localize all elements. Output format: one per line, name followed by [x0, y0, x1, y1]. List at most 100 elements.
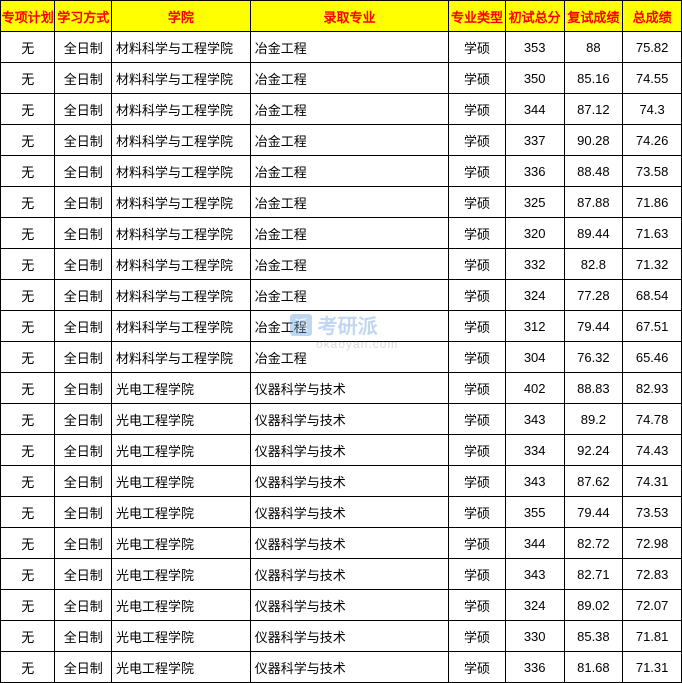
cell-school: 光电工程学院	[111, 528, 250, 559]
cell-score1: 336	[505, 652, 564, 683]
header-score2: 复试成绩	[564, 1, 623, 32]
cell-score1: 337	[505, 125, 564, 156]
cell-score1: 402	[505, 373, 564, 404]
header-type: 专业类型	[449, 1, 506, 32]
cell-total: 73.53	[623, 497, 682, 528]
table-row: 无全日制材料科学与工程学院冶金工程学硕33282.871.32	[1, 249, 682, 280]
cell-mode: 全日制	[55, 435, 112, 466]
cell-total: 73.58	[623, 156, 682, 187]
cell-total: 72.83	[623, 559, 682, 590]
cell-score2: 79.44	[564, 497, 623, 528]
cell-major: 仪器科学与技术	[250, 466, 449, 497]
cell-mode: 全日制	[55, 63, 112, 94]
cell-score1: 344	[505, 94, 564, 125]
table-row: 无全日制材料科学与工程学院冶金工程学硕33790.2874.26	[1, 125, 682, 156]
cell-total: 74.43	[623, 435, 682, 466]
cell-school: 材料科学与工程学院	[111, 187, 250, 218]
cell-score2: 79.44	[564, 311, 623, 342]
cell-mode: 全日制	[55, 125, 112, 156]
cell-total: 74.3	[623, 94, 682, 125]
cell-plan: 无	[1, 373, 55, 404]
cell-type: 学硕	[449, 621, 506, 652]
admission-table: 专项计划 学习方式 学院 录取专业 专业类型 初试总分 复试成绩 总成绩 无全日…	[0, 0, 682, 683]
cell-mode: 全日制	[55, 652, 112, 683]
cell-plan: 无	[1, 590, 55, 621]
cell-school: 光电工程学院	[111, 497, 250, 528]
table-row: 无全日制光电工程学院仪器科学与技术学硕35579.4473.53	[1, 497, 682, 528]
cell-total: 68.54	[623, 280, 682, 311]
cell-score2: 89.2	[564, 404, 623, 435]
cell-score2: 89.44	[564, 218, 623, 249]
cell-total: 71.63	[623, 218, 682, 249]
cell-type: 学硕	[449, 528, 506, 559]
header-school: 学院	[111, 1, 250, 32]
cell-score1: 350	[505, 63, 564, 94]
cell-school: 材料科学与工程学院	[111, 32, 250, 63]
table-body: 无全日制材料科学与工程学院冶金工程学硕3538875.82无全日制材料科学与工程…	[1, 32, 682, 683]
cell-score2: 76.32	[564, 342, 623, 373]
cell-score1: 334	[505, 435, 564, 466]
cell-school: 材料科学与工程学院	[111, 218, 250, 249]
cell-school: 光电工程学院	[111, 373, 250, 404]
cell-plan: 无	[1, 125, 55, 156]
cell-major: 仪器科学与技术	[250, 404, 449, 435]
cell-type: 学硕	[449, 590, 506, 621]
cell-total: 71.31	[623, 652, 682, 683]
cell-mode: 全日制	[55, 311, 112, 342]
table-row: 无全日制材料科学与工程学院冶金工程学硕34487.1274.3	[1, 94, 682, 125]
cell-plan: 无	[1, 621, 55, 652]
cell-mode: 全日制	[55, 621, 112, 652]
cell-score1: 343	[505, 404, 564, 435]
cell-type: 学硕	[449, 466, 506, 497]
cell-school: 材料科学与工程学院	[111, 280, 250, 311]
cell-major: 冶金工程	[250, 280, 449, 311]
cell-plan: 无	[1, 404, 55, 435]
cell-major: 冶金工程	[250, 342, 449, 373]
cell-major: 冶金工程	[250, 63, 449, 94]
cell-score2: 89.02	[564, 590, 623, 621]
cell-score1: 320	[505, 218, 564, 249]
cell-type: 学硕	[449, 32, 506, 63]
cell-school: 光电工程学院	[111, 590, 250, 621]
cell-score1: 324	[505, 280, 564, 311]
table-row: 无全日制光电工程学院仪器科学与技术学硕33085.3871.81	[1, 621, 682, 652]
cell-mode: 全日制	[55, 156, 112, 187]
cell-total: 72.98	[623, 528, 682, 559]
cell-school: 材料科学与工程学院	[111, 63, 250, 94]
cell-type: 学硕	[449, 125, 506, 156]
cell-school: 光电工程学院	[111, 435, 250, 466]
cell-type: 学硕	[449, 373, 506, 404]
cell-total: 71.81	[623, 621, 682, 652]
cell-plan: 无	[1, 187, 55, 218]
cell-score1: 353	[505, 32, 564, 63]
cell-total: 82.93	[623, 373, 682, 404]
cell-mode: 全日制	[55, 249, 112, 280]
cell-score2: 88	[564, 32, 623, 63]
cell-type: 学硕	[449, 311, 506, 342]
cell-major: 仪器科学与技术	[250, 652, 449, 683]
cell-school: 材料科学与工程学院	[111, 249, 250, 280]
cell-score2: 85.16	[564, 63, 623, 94]
cell-plan: 无	[1, 528, 55, 559]
cell-score1: 330	[505, 621, 564, 652]
cell-mode: 全日制	[55, 590, 112, 621]
cell-plan: 无	[1, 559, 55, 590]
cell-type: 学硕	[449, 156, 506, 187]
cell-major: 冶金工程	[250, 125, 449, 156]
cell-major: 仪器科学与技术	[250, 373, 449, 404]
cell-score2: 87.62	[564, 466, 623, 497]
cell-type: 学硕	[449, 249, 506, 280]
cell-type: 学硕	[449, 187, 506, 218]
cell-school: 光电工程学院	[111, 652, 250, 683]
cell-school: 光电工程学院	[111, 621, 250, 652]
cell-total: 74.26	[623, 125, 682, 156]
table-row: 无全日制材料科学与工程学院冶金工程学硕33688.4873.58	[1, 156, 682, 187]
cell-type: 学硕	[449, 280, 506, 311]
cell-score2: 88.48	[564, 156, 623, 187]
cell-type: 学硕	[449, 342, 506, 373]
cell-type: 学硕	[449, 94, 506, 125]
cell-type: 学硕	[449, 559, 506, 590]
cell-type: 学硕	[449, 63, 506, 94]
cell-type: 学硕	[449, 435, 506, 466]
cell-major: 仪器科学与技术	[250, 435, 449, 466]
